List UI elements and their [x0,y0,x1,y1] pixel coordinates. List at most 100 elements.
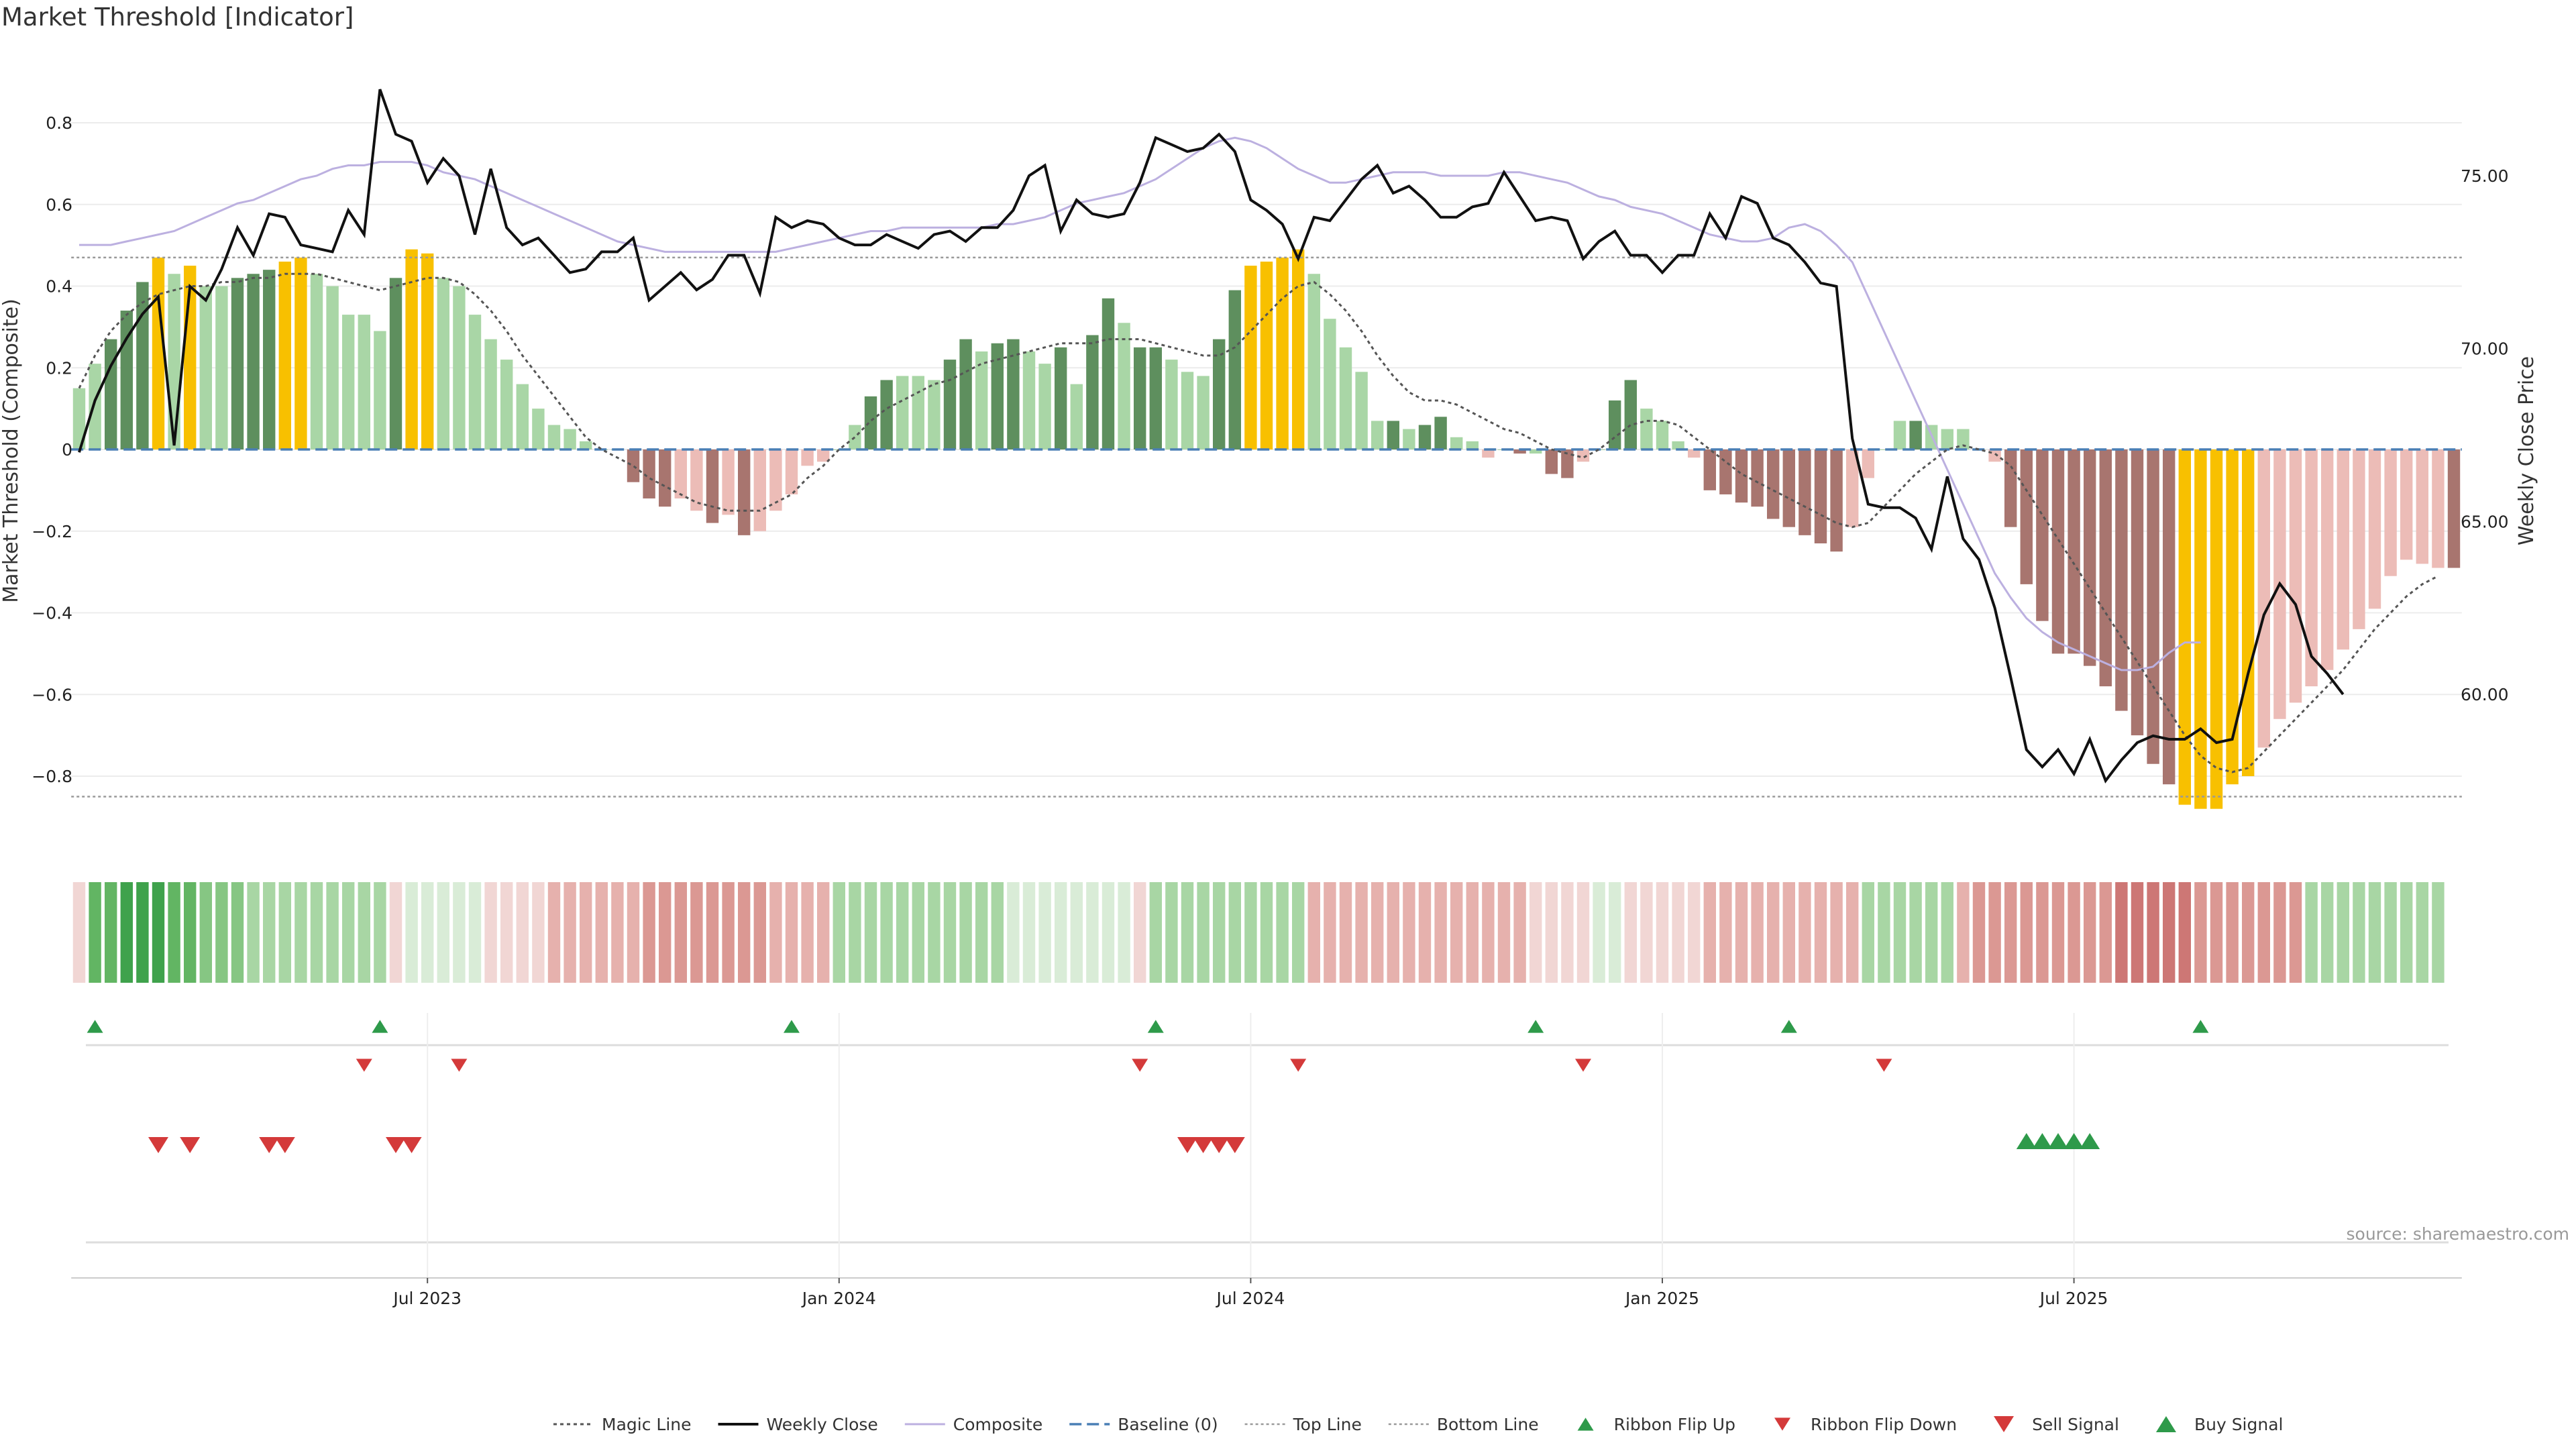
ribbon-cell [2400,882,2413,983]
composite-bar [231,278,244,449]
ribbon-flip-up-marker [1147,1020,1164,1033]
ribbon-cell [136,882,149,983]
composite-bar [1845,449,1859,527]
ribbon-cell [737,882,751,983]
ribbon-cell [1086,882,1099,983]
sell-signal-marker [1177,1137,1197,1153]
composite-bar [912,376,925,449]
composite-bar [1133,347,1146,449]
legend-label: Magic Line [602,1415,692,1434]
ribbon-cell [1640,882,1653,983]
ribbon-cell [564,882,576,983]
ribbon-flip-down-marker [1290,1059,1307,1072]
ribbon-cell [104,882,117,983]
ribbon-cell [1244,882,1257,983]
composite-bar [1086,335,1099,449]
ribbon-cell [880,882,893,983]
ribbon-cell [278,882,292,983]
ribbon-cell [943,882,957,983]
composite-bar [1371,421,1384,449]
ribbon-cell [1593,882,1605,983]
composite-bar [1197,376,1210,449]
composite-bar [1149,347,1163,449]
ribbon-cell [2068,882,2080,983]
ribbon-cell [1149,882,1163,983]
ribbon-cell [547,882,561,983]
ribbon-cell [690,882,703,983]
ribbon-cell [2004,882,2017,983]
ribbon-cell [89,882,101,983]
legend-swatch [1994,1416,2015,1432]
magic-line [78,272,2439,773]
ribbon-cell [1672,882,1684,983]
sell-signal-marker [1193,1137,1214,1153]
composite-bar [2257,449,2271,748]
composite-bar [2432,449,2445,568]
composite-bar [2051,449,2065,654]
composite-bar [2131,449,2144,736]
ribbon-cell [975,882,988,983]
composite-bar [1260,261,1273,449]
legend-label: Weekly Close [767,1415,878,1434]
buy-signal-marker [2032,1133,2053,1149]
legend-item-baseline: Baseline (0) [1069,1415,1218,1434]
ribbon-cell [1387,882,1400,983]
composite-bar [2178,449,2192,805]
composite-bar [1988,449,2001,462]
y-tick-label: −0.6 [32,685,72,704]
composite-bar [674,449,688,499]
ribbon-cell [2131,882,2144,983]
ribbon-cell [484,882,497,983]
composite-bar [2241,449,2255,776]
composite-bar [896,376,909,449]
composite-bar [1941,429,1954,449]
composite-bar [643,449,655,499]
buy-signal-marker [2048,1133,2068,1149]
ribbon-cell [1371,882,1384,983]
composite-bar [564,429,576,449]
ribbon-cell [1862,882,1875,983]
ribbon-cell [2273,882,2286,983]
legend-item-sell: Sell Signal [1994,1415,2119,1434]
ribbon-flip-up-marker [372,1020,388,1033]
ribbon-cell [1260,882,1273,983]
y2-axis-title: Weekly Close Price [2515,356,2538,545]
ribbon-cell [1070,882,1083,983]
composite-bar [943,360,957,449]
ribbon-cell [1355,882,1368,983]
ribbon-cell [2432,882,2445,983]
ribbon-cell [1988,882,2001,983]
composite-bar [658,449,672,507]
ribbon-cell [2099,882,2112,983]
buy-signal-marker [2063,1133,2084,1149]
y-tick-label: −0.4 [32,604,72,623]
composite-bar [1038,364,1051,449]
composite-bar [1893,421,1907,449]
ribbon-flip-up-marker [2192,1020,2209,1033]
ribbon-cell [1735,882,1748,983]
composite-bar [2289,449,2302,703]
composite-bar [1324,319,1336,449]
composite-bar [1418,425,1432,449]
composite-bar [104,339,117,449]
ribbon-cell [1608,882,1621,983]
ribbon-cell [2257,882,2271,983]
ribbon-cell [1403,882,1415,983]
ribbon-cell [2194,882,2207,983]
legend-item-flipdown: Ribbon Flip Down [1774,1415,1957,1434]
composite-bar [1529,449,1542,454]
x-tick-label: Jul 2025 [2039,1289,2108,1308]
composite-bar [389,278,402,449]
ribbon-cell [1957,882,1970,983]
ribbon-cell [1276,882,1289,983]
ribbon-flip-down-marker [1876,1059,1892,1072]
ribbon-cell [199,882,213,983]
ribbon-cell [1845,882,1859,983]
y-axis-title: Market Threshold (Composite) [0,299,23,603]
ribbon-flip-up-marker [87,1020,103,1033]
composite-bar [1576,449,1590,462]
composite-bar [89,364,101,449]
ribbon-flip-down-marker [356,1059,372,1072]
ribbon-cell [1118,882,1130,983]
composite-bar [2337,449,2350,650]
